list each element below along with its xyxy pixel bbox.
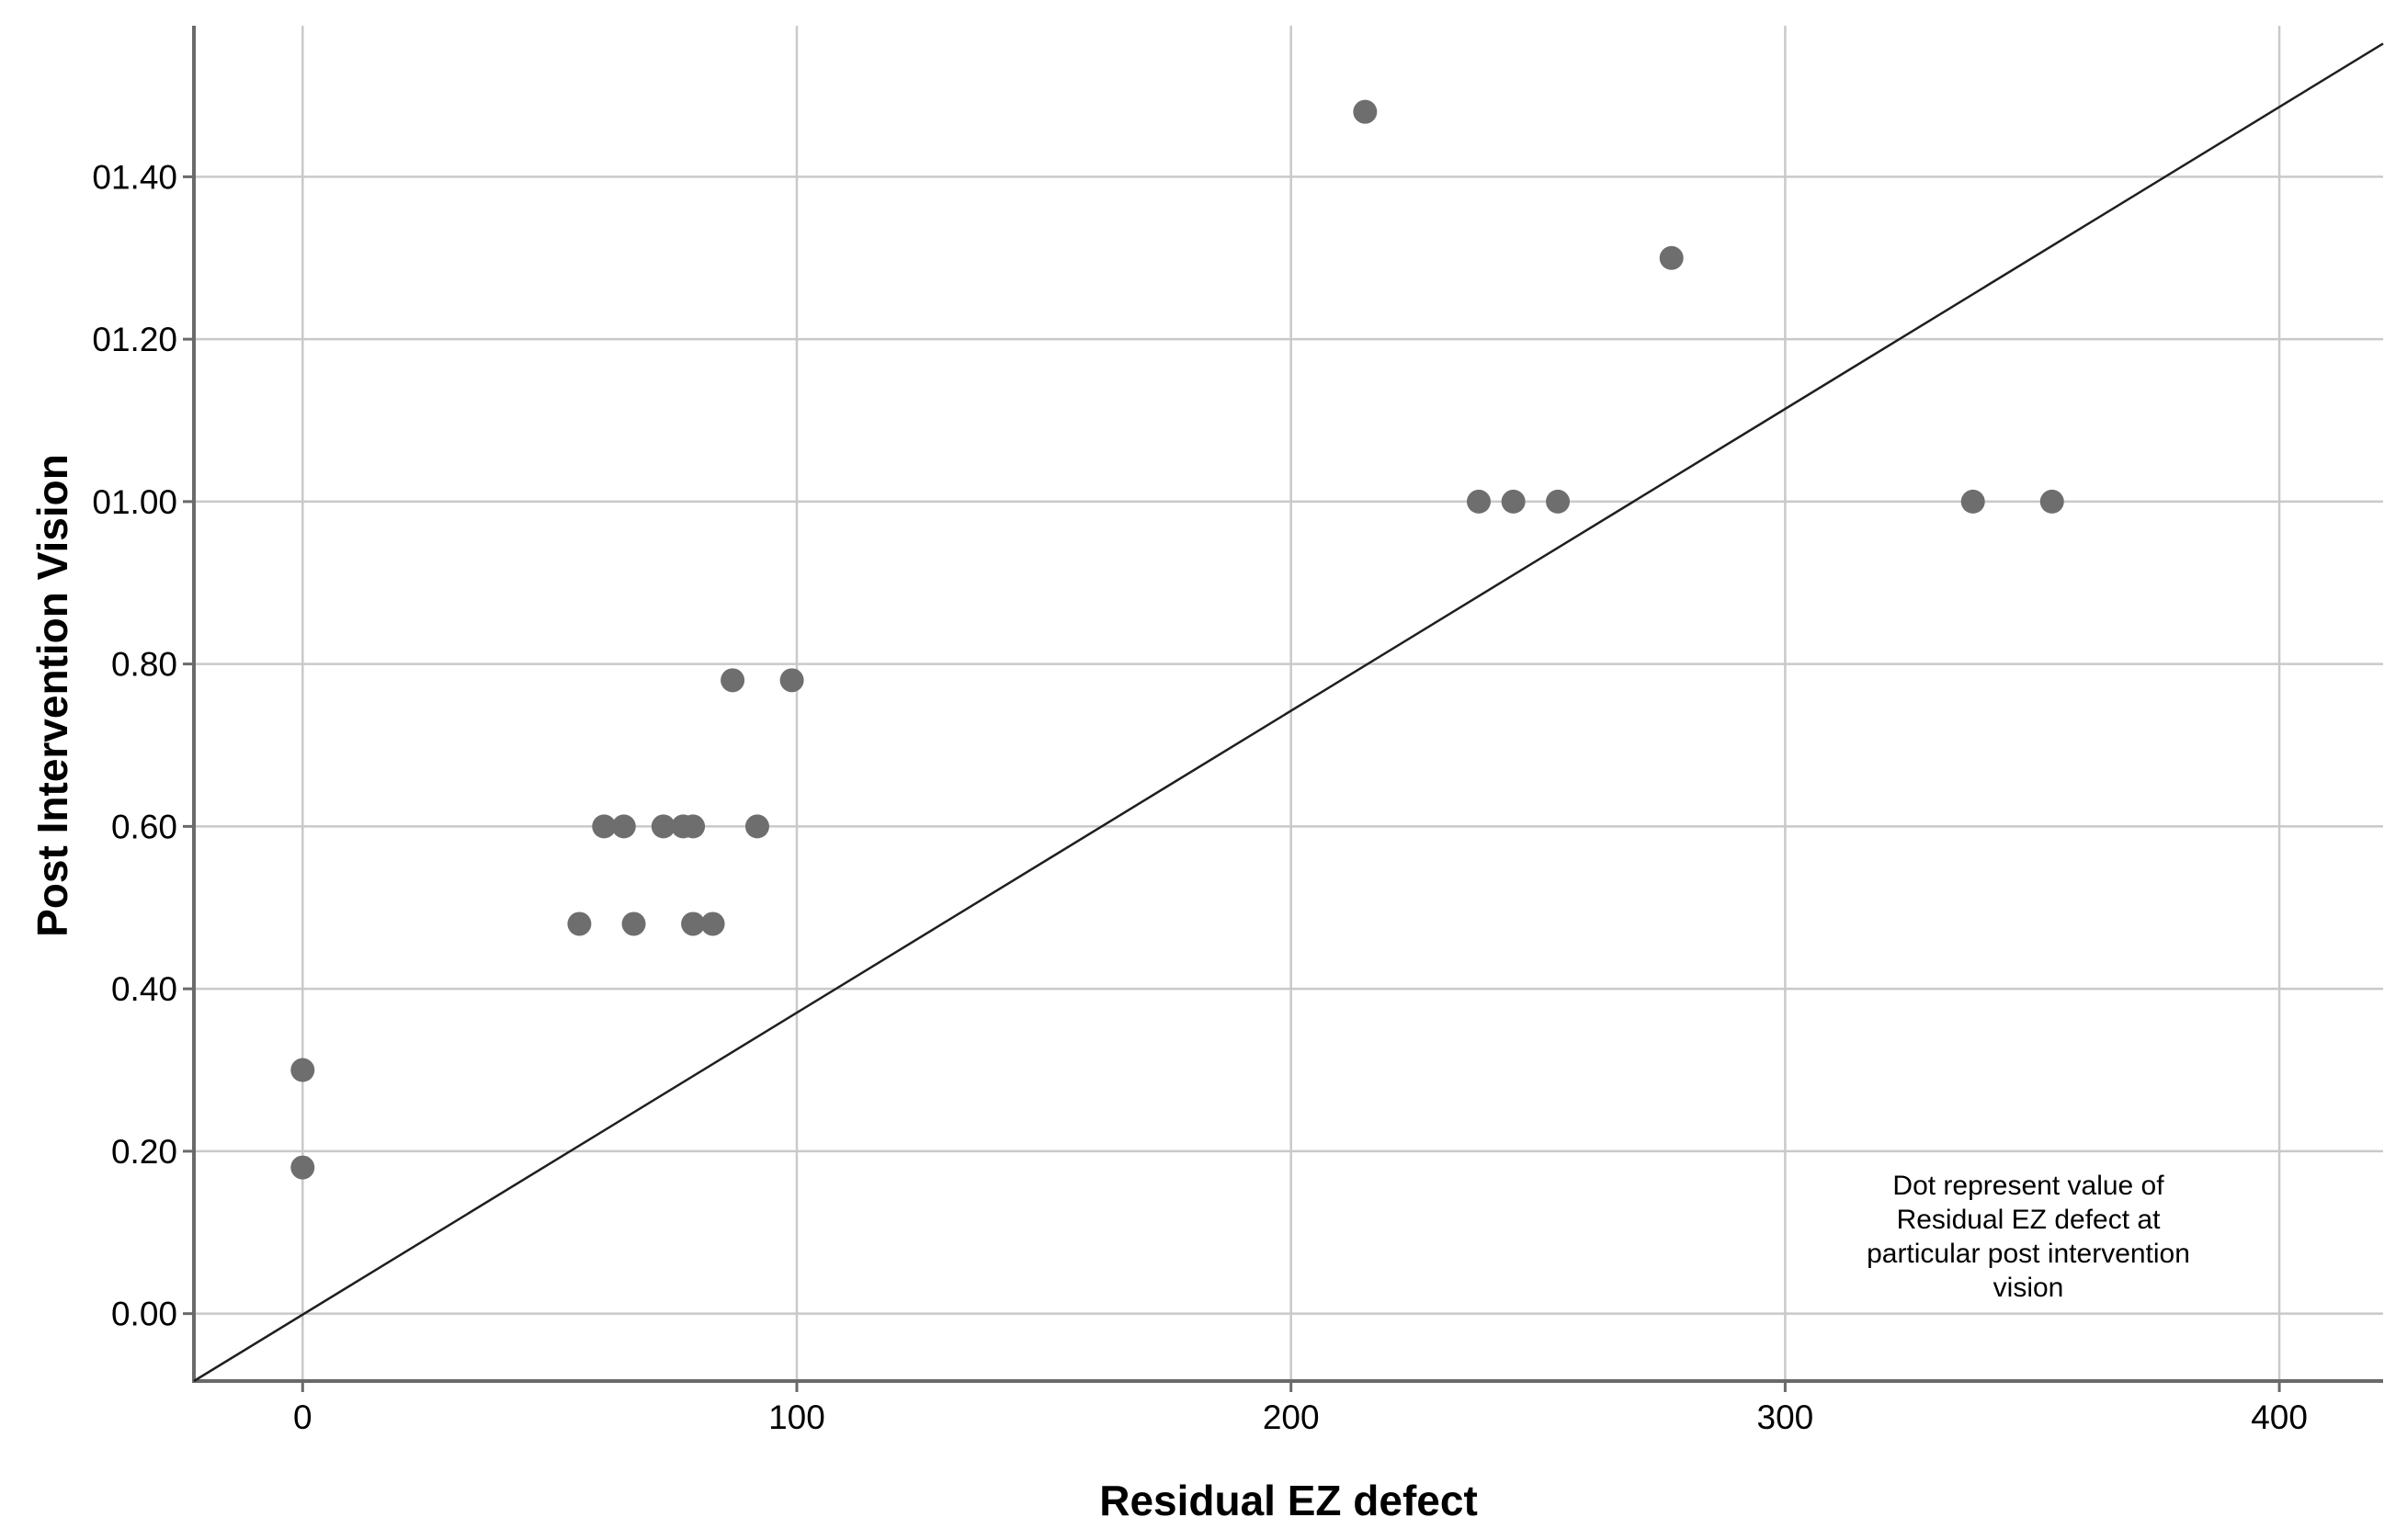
- y-tick-label: 0.40: [111, 970, 177, 1008]
- data-point: [611, 814, 636, 839]
- gridlines: [194, 26, 2383, 1381]
- y-tick-label: 0.20: [111, 1133, 177, 1171]
- y-tick-label: 0.60: [111, 808, 177, 845]
- data-point: [567, 912, 592, 936]
- data-point: [1546, 489, 1571, 514]
- data-points: [290, 99, 2064, 1180]
- x-tick-label: 100: [768, 1398, 825, 1436]
- annotation-line: Residual EZ defect at: [1896, 1205, 2161, 1235]
- data-point: [1353, 99, 1378, 124]
- annotation-line: Dot represent value of: [1892, 1171, 2164, 1201]
- reference-line: [193, 42, 2384, 1383]
- data-point: [681, 912, 706, 936]
- data-point: [651, 814, 676, 839]
- data-point: [2039, 489, 2064, 514]
- x-tick-label: 200: [1263, 1398, 1320, 1436]
- data-point: [700, 912, 725, 936]
- data-point: [721, 668, 745, 693]
- y-tick-label: 01.20: [92, 321, 177, 358]
- data-point: [1501, 489, 1526, 514]
- y-tick-label: 0.80: [111, 646, 177, 684]
- axes: [183, 26, 2383, 1392]
- data-point: [681, 814, 706, 839]
- y-axis-title: Post Intervention Vision: [28, 454, 76, 937]
- tick-labels: 0 100 200 300 400 0.00 0.20 0.40 0.60 0.80 01.00 01…: [92, 158, 2308, 1436]
- y-tick-label: 01.00: [92, 483, 177, 521]
- data-point: [1960, 489, 1985, 514]
- x-tick-label: 300: [1757, 1398, 1814, 1436]
- data-point: [779, 668, 804, 693]
- x-tick-label: 400: [2251, 1398, 2308, 1436]
- data-point: [621, 912, 646, 936]
- x-tick-label: 0: [293, 1398, 312, 1436]
- data-point: [1467, 489, 1492, 514]
- y-tick-label: 01.40: [92, 158, 177, 196]
- annotation-note: Dot represent value of Residual EZ defec…: [1867, 1169, 2190, 1305]
- y-tick-label: 0.00: [111, 1296, 177, 1333]
- reference-line-layer: [193, 42, 2384, 1383]
- data-point: [290, 1058, 315, 1082]
- annotation-line: vision: [1993, 1273, 2064, 1303]
- data-point: [1659, 245, 1684, 270]
- x-axis-title: Residual EZ defect: [1099, 1477, 1478, 1524]
- data-point: [744, 814, 769, 839]
- data-point: [290, 1155, 315, 1180]
- annotation-line: particular post intervention: [1867, 1239, 2190, 1269]
- data-point: [592, 814, 617, 839]
